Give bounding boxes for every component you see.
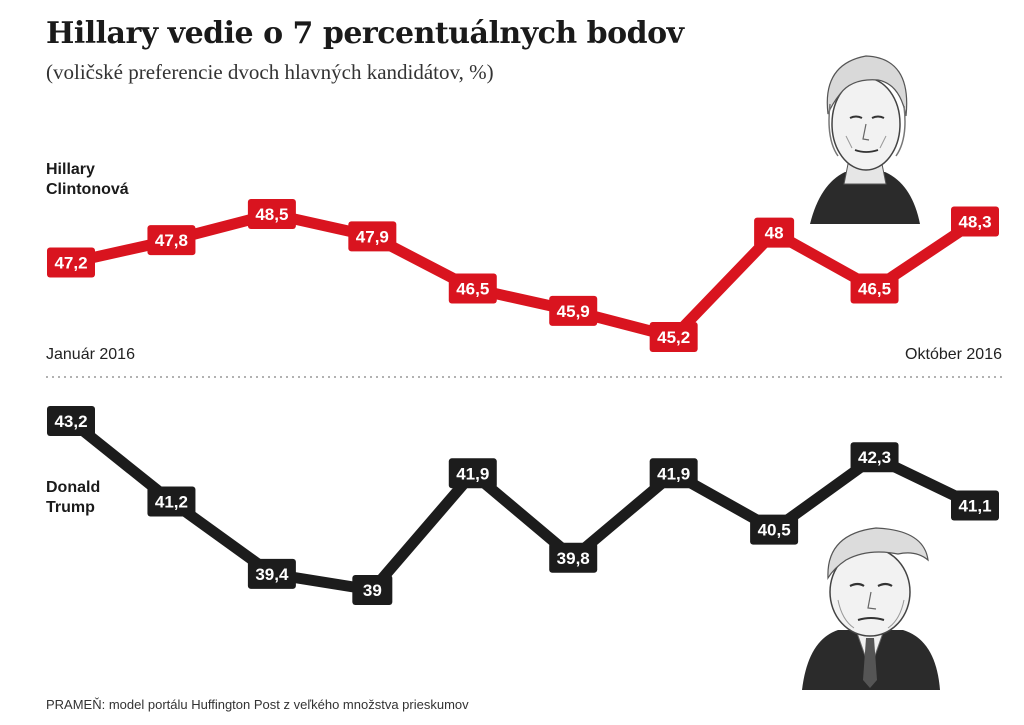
clinton-point-8 (754, 217, 795, 248)
trump-point-1 (47, 406, 95, 436)
trump-point-8 (750, 514, 799, 545)
trump-series: 43,2 41,2 39,4 39 41,9 39,8 41,9 40,5 42,3 41,1 (47, 406, 999, 605)
clinton-series: 47,2 47,8 48,5 47,9 46,5 45,9 45,2 48 46,5 48,3 (47, 199, 999, 352)
clinton-value-label-9: 46,5 (858, 280, 891, 299)
clinton-value-label-2: 47,8 (155, 231, 188, 250)
trump-value-label-1: 43,2 (54, 412, 87, 431)
clinton-value-label-6: 45,9 (557, 302, 590, 321)
clinton-point-3 (247, 199, 296, 229)
trump-value-label-10: 41,1 (958, 497, 991, 516)
clinton-point-9 (850, 273, 899, 304)
trump-point-2 (147, 486, 196, 517)
trump-value-label-2: 41,2 (155, 492, 188, 511)
chart-title: Hillary vedie o 7 percentuálnych bodov (46, 16, 684, 51)
trump-point-7 (649, 458, 698, 489)
trump-value-label-3: 39,4 (255, 565, 289, 584)
trump-value-label-4: 39 (363, 581, 382, 600)
trump-point-3 (247, 558, 296, 589)
trump-name-label: Donald Trump (46, 478, 100, 518)
clinton-point-2 (147, 225, 196, 256)
axis-start-label: Január 2016 (46, 346, 135, 363)
clinton-portrait (810, 55, 920, 224)
source-note: PRAMEŇ: model portálu Huffington Post z … (46, 697, 469, 712)
chart-subtitle: (voličské preferencie dvoch hlavných kan… (46, 60, 494, 84)
trump-value-label-9: 42,3 (858, 448, 891, 467)
trump-portrait (802, 527, 940, 690)
trump-point-9 (850, 442, 899, 473)
trump-point-6 (549, 542, 598, 573)
clinton-value-label-10: 48,3 (958, 212, 991, 231)
clinton-point-10 (951, 206, 999, 237)
trump-point-5 (448, 458, 497, 489)
clinton-point-6 (549, 295, 598, 326)
trump-point-10 (951, 490, 999, 521)
clinton-point-5 (448, 273, 497, 304)
axis-end-label: Október 2016 (905, 346, 1002, 363)
clinton-point-4 (348, 221, 397, 252)
clinton-point-7 (649, 322, 698, 352)
trump-value-label-6: 39,8 (557, 549, 590, 568)
clinton-value-label-4: 47,9 (356, 227, 389, 246)
clinton-name-label: Hillary Clintonová (46, 160, 129, 200)
trump-point-4 (352, 575, 393, 605)
trump-name-line-2: Trump (46, 499, 95, 516)
clinton-value-label-8: 48 (765, 224, 784, 243)
clinton-value-label-3: 48,5 (255, 205, 288, 224)
trump-value-label-5: 41,9 (456, 464, 489, 483)
clinton-name-line-2: Clintonová (46, 181, 129, 198)
trump-line (67, 416, 978, 596)
clinton-point-1 (47, 247, 95, 278)
clinton-value-label-5: 46,5 (456, 280, 489, 299)
clinton-value-label-7: 45,2 (657, 328, 690, 347)
clinton-value-label-1: 47,2 (54, 253, 87, 272)
trump-name-line-1: Donald (46, 479, 101, 496)
clinton-line (69, 208, 979, 344)
trump-value-label-7: 41,9 (657, 464, 690, 483)
clinton-name-line-1: Hillary (46, 161, 95, 178)
trump-value-label-8: 40,5 (758, 521, 791, 540)
